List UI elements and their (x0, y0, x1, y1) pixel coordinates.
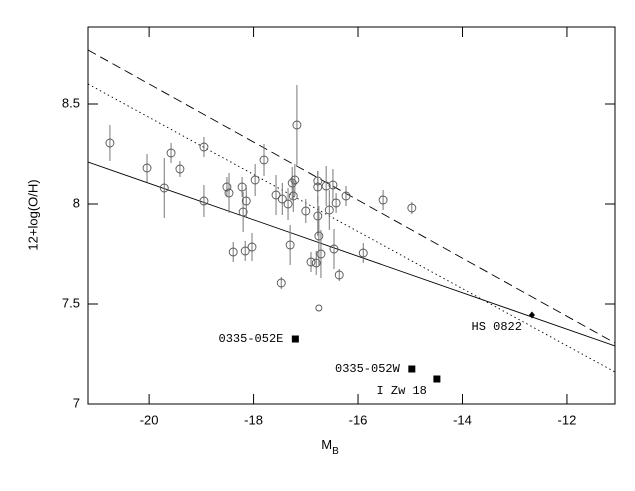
point-label: I Zw 18 (376, 384, 426, 398)
y-axis-label: 12+log(O/H) (25, 179, 40, 250)
data-point (321, 181, 331, 191)
data-point (247, 242, 257, 252)
fit-line (88, 83, 615, 373)
x-tick-label: -14 (453, 412, 472, 427)
data-point (287, 178, 297, 188)
data-point (142, 163, 152, 173)
data-point (285, 240, 295, 250)
x-tick-label: -20 (140, 412, 159, 427)
y-tick-label: 7 (73, 395, 80, 410)
point-label: 0335-052W (335, 362, 401, 376)
data-point (301, 206, 311, 216)
data-point (277, 194, 287, 204)
data-point (283, 199, 293, 209)
point-label: 0335-052E (219, 332, 284, 346)
data-point (313, 182, 323, 192)
data-point (378, 195, 388, 205)
x-tick-label: -18 (244, 412, 263, 427)
data-point (290, 175, 300, 185)
x-tick-label: -16 (349, 412, 368, 427)
data-point (315, 304, 323, 312)
data-point (159, 183, 169, 193)
data-point (224, 188, 234, 198)
data-point (334, 270, 344, 280)
data-point (241, 196, 251, 206)
data-point (240, 246, 250, 256)
data-point (329, 244, 339, 254)
plot-frame (87, 26, 616, 405)
x-label-sub: B (332, 446, 339, 457)
data-point (324, 205, 334, 215)
data-point (238, 207, 248, 217)
data-point (288, 191, 298, 201)
data-point (313, 211, 323, 221)
data-point (222, 182, 232, 192)
data-point (528, 311, 535, 319)
y-tick-label: 8 (73, 195, 80, 210)
data-point (199, 142, 209, 152)
data-point (311, 258, 321, 268)
x-tick-label: -12 (558, 412, 577, 427)
data-point (166, 148, 176, 158)
data-point (199, 196, 209, 206)
data-point (433, 375, 441, 383)
data-point (271, 190, 281, 200)
x-label-main: M (321, 437, 332, 452)
fit-line (88, 161, 615, 347)
data-point (259, 155, 269, 165)
point-label: HS 0822 (472, 320, 522, 334)
data-point (331, 198, 341, 208)
data-point (314, 231, 324, 241)
data-point (291, 335, 299, 343)
data-point (408, 365, 416, 373)
data-point (407, 203, 417, 213)
y-tick-label: 7.5 (62, 295, 80, 310)
data-point (250, 175, 260, 185)
x-axis-label: MB (321, 437, 339, 456)
data-point (341, 191, 351, 201)
fit-line (88, 49, 615, 344)
data-point (228, 247, 238, 257)
data-point (105, 138, 115, 148)
y-tick-label: 8.5 (62, 95, 80, 110)
data-point (292, 120, 302, 130)
data-point (306, 257, 316, 267)
data-point (175, 164, 185, 174)
data-point (328, 180, 338, 190)
data-point (358, 248, 368, 258)
data-point (276, 278, 286, 288)
data-point (316, 249, 326, 259)
